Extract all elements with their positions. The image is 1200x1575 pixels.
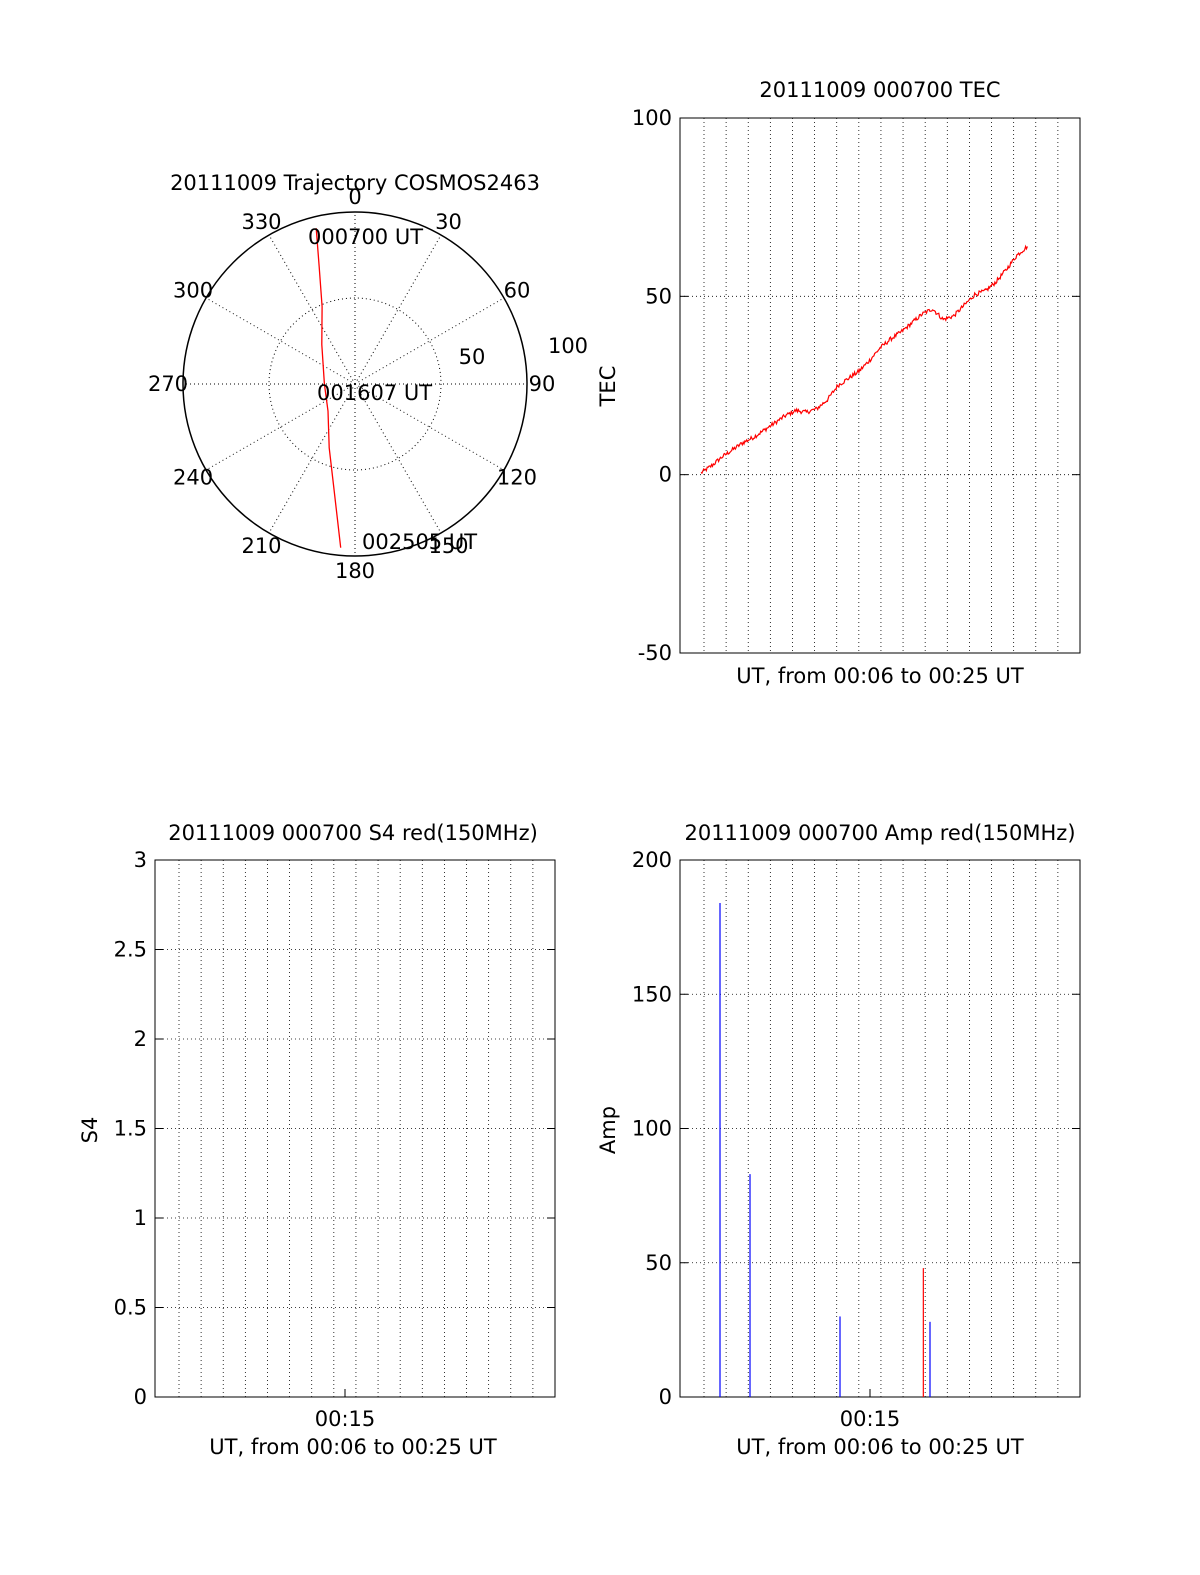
polar-spoke: [354, 234, 442, 385]
tec-y-tick-label: 50: [645, 284, 672, 308]
polar-spoke: [354, 297, 505, 385]
s4-x-tick-label: 00:15: [315, 1407, 376, 1431]
polar-azimuth-label: 210: [241, 534, 281, 558]
amp-y-tick-label: 100: [632, 1117, 672, 1141]
s4-y-tick-label: 3: [134, 848, 147, 872]
amp-y-axis-label: Amp: [596, 1106, 620, 1154]
amp-x-tick-label: 00:15: [840, 1407, 901, 1431]
polar-azimuth-label: 120: [497, 466, 537, 490]
polar-radius-label: 100: [548, 334, 588, 358]
polar-azimuth-label: 150: [428, 534, 468, 558]
polar-azimuth-label: 270: [148, 372, 188, 396]
s4-plot: 20111009 000700 S4 red(150MHz) 00:15 UT,…: [78, 821, 556, 1459]
trajectory-start-label: 000700 UT: [308, 225, 423, 249]
polar-azimuth-label: 240: [173, 466, 213, 490]
s4-y-axis-label: S4: [78, 1117, 102, 1144]
tec-title: 20111009 000700 TEC: [759, 78, 1000, 102]
s4-y-tick-label: 1: [134, 1206, 147, 1230]
polar-azimuth-label: 0: [348, 185, 361, 209]
polar-inner-circle: [268, 297, 442, 471]
polar-radius-label: 50: [459, 345, 486, 369]
polar-spoke: [268, 383, 356, 534]
tec-y-tick-label: -50: [638, 641, 672, 665]
polar-azimuth-label: 60: [504, 279, 531, 303]
polar-azimuth-label: 300: [173, 279, 213, 303]
tec-series-line: [700, 244, 1028, 475]
tec-x-axis-label: UT, from 00:06 to 00:25 UT: [736, 664, 1024, 688]
amp-y-tick-label: 150: [632, 982, 672, 1006]
amp-y-tick-label: 50: [645, 1251, 672, 1275]
amp-plot: 20111009 000700 Amp red(150MHz) 00:15 UT…: [596, 821, 1081, 1459]
s4-y-tick-label: 1.5: [114, 1117, 147, 1141]
polar-azimuth-label: 30: [435, 210, 462, 234]
polar-spoke: [354, 383, 442, 534]
tec-y-tick-label: 0: [659, 463, 672, 487]
polar-spoke: [205, 383, 356, 471]
polar-outer-circle: [182, 211, 528, 557]
trajectory-title: 20111009 Trajectory COSMOS2463: [170, 171, 540, 195]
amp-y-tick-label: 0: [659, 1385, 672, 1409]
tec-y-tick-label: 100: [632, 106, 672, 130]
polar-azimuth-label: 180: [335, 559, 375, 583]
polar-spoke: [354, 383, 505, 471]
trajectory-mid-label: 001607 UT: [317, 381, 432, 405]
s4-y-tick-label: 0.5: [114, 1296, 147, 1320]
s4-y-tick-label: 0: [134, 1385, 147, 1409]
s4-title: 20111009 000700 S4 red(150MHz): [168, 821, 538, 845]
polar-azimuth-label: 330: [241, 210, 281, 234]
polar-azimuth-label: 90: [529, 372, 556, 396]
s4-y-tick-label: 2: [134, 1027, 147, 1051]
trajectory-polar-plot: 20111009 Trajectory COSMOS2463 0 30 60 90 12…: [148, 171, 588, 583]
trajectory-line: [315, 228, 342, 548]
s4-y-tick-label: 2.5: [114, 938, 147, 962]
amp-x-axis-label: UT, from 00:06 to 00:25 UT: [736, 1435, 1024, 1459]
amp-y-tick-label: 200: [632, 848, 672, 872]
polar-spoke: [268, 234, 356, 385]
tec-plot: 20111009 000700 TEC UT, from 00:06 to 00…: [596, 78, 1081, 688]
amp-title: 20111009 000700 Amp red(150MHz): [684, 821, 1075, 845]
s4-x-axis-label: UT, from 00:06 to 00:25 UT: [209, 1435, 497, 1459]
polar-spoke: [205, 297, 356, 385]
tec-plot-frame: [679, 117, 1081, 654]
tec-y-axis-label: TEC: [596, 366, 620, 408]
trajectory-end-label: 002505 UT: [362, 530, 477, 554]
